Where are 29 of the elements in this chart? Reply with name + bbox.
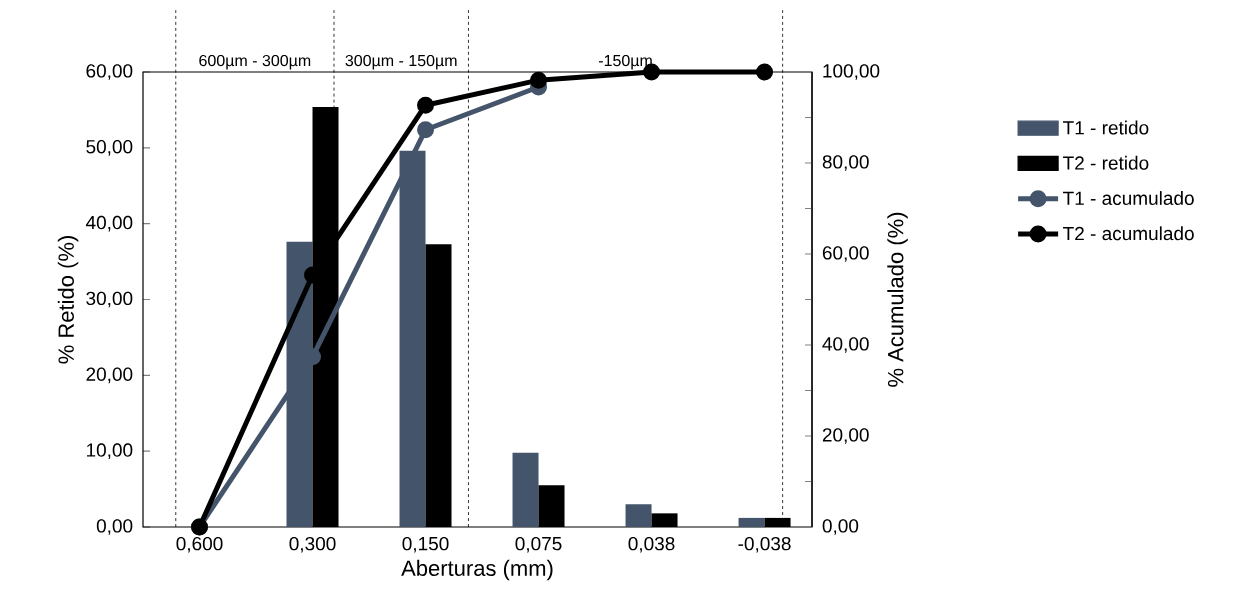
y2-tick-label: 20,00 [822, 428, 869, 444]
y-axis-title: % Retido (%) [57, 236, 79, 364]
x-axis-title: Aberturas (mm) [401, 559, 553, 581]
y-tick-label: 30,00 [86, 291, 133, 308]
legend-label: T2 - acumulado [1063, 226, 1194, 241]
y-tick-label: 10,00 [86, 443, 133, 460]
y2-tick-label: 60,00 [822, 246, 869, 262]
y-tick-label: 0,00 [96, 519, 133, 535]
y-tick-label: 50,00 [86, 139, 133, 156]
x-tick-label: 0,075 [515, 536, 562, 553]
x-tick-label: 0,038 [628, 536, 675, 553]
legend-label: T1 - retido [1063, 120, 1149, 135]
y2-tick-label: 80,00 [822, 155, 869, 171]
y2-tick-label: 40,00 [822, 337, 869, 353]
text: 300µm - 150µm [345, 54, 457, 70]
text: -150µm [598, 54, 652, 70]
x-tick-label: 0,600 [176, 536, 223, 553]
text: 600µm - 300µm [199, 54, 311, 70]
x-tick-label: 0,150 [402, 536, 449, 553]
y2-tick-label: 100,00 [823, 64, 880, 80]
x-tick-label: -0,038 [738, 536, 791, 553]
y2-tick-label: 0,00 [822, 519, 859, 535]
y-tick-label: 20,00 [86, 367, 133, 384]
y2-axis-title: % Acumulado (%) [887, 212, 908, 387]
y-tick-label: 40,00 [85, 215, 133, 232]
y-tick-label: 60,00 [86, 64, 133, 80]
legend-label: T1 - acumulado [1063, 191, 1194, 206]
legend-label: T2 - retido [1063, 155, 1149, 170]
x-tick-label: 0,300 [289, 536, 336, 553]
